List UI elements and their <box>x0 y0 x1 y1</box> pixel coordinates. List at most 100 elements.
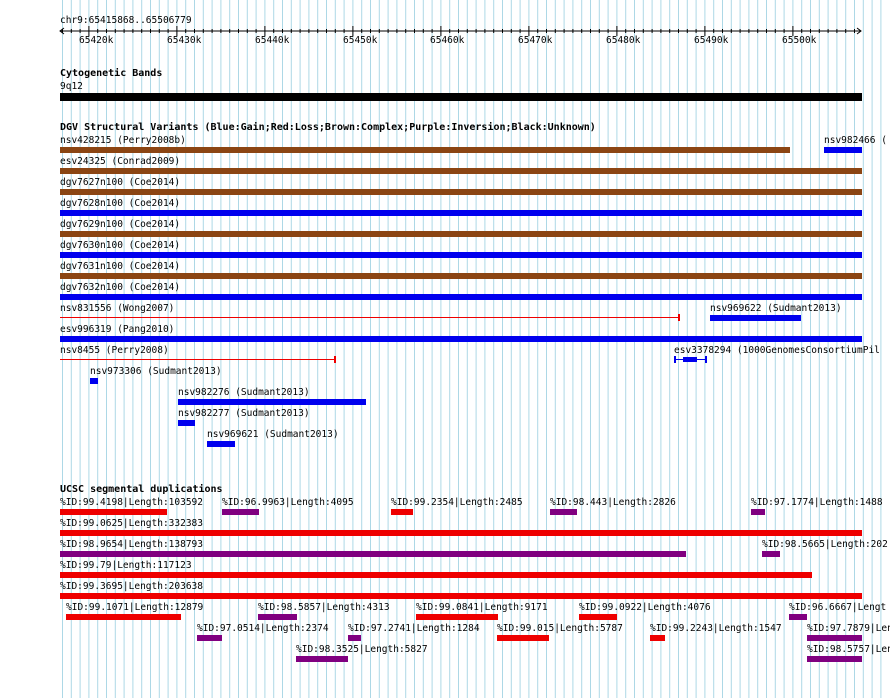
variant-bar-gain[interactable] <box>60 210 862 216</box>
tick-label: 65470k <box>518 35 553 46</box>
feature-label: %ID:97.7879|Len <box>807 623 890 634</box>
feature-label: %ID:98.5665|Length:202 <box>762 539 888 550</box>
feature-label: nsv973306 (Sudmant2013) <box>90 366 222 377</box>
feature-label: dgv7628n100 (Coe2014) <box>60 198 181 209</box>
tick-label: 65500k <box>782 35 817 46</box>
feature-label: %ID:97.1774|Length:1488 <box>751 497 883 508</box>
variant-bar-complex[interactable] <box>60 231 862 237</box>
variant-bar-gain[interactable] <box>60 336 862 342</box>
segdup-bar[interactable] <box>348 635 361 641</box>
variant-bar-complex[interactable] <box>60 168 862 174</box>
segdup-bar[interactable] <box>66 614 181 620</box>
variant-bar-gain[interactable] <box>60 252 862 258</box>
tick-label: 65440k <box>255 35 290 46</box>
variant-bar-gain[interactable] <box>824 147 862 153</box>
segdup-bar[interactable] <box>258 614 297 620</box>
variant-bar-gain[interactable] <box>178 420 195 426</box>
position-label: chr9:65415868..65506779 <box>60 15 192 26</box>
feature-label: nsv982276 (Sudmant2013) <box>178 387 310 398</box>
feature-label: %ID:97.2741|Length:1284 <box>348 623 480 634</box>
segdup-bar[interactable] <box>60 551 686 557</box>
feature-label: dgv7632n100 (Coe2014) <box>60 282 181 293</box>
segdup-bar[interactable] <box>416 614 498 620</box>
variant-bar-complex[interactable] <box>60 147 790 153</box>
variant-bar-gain[interactable] <box>60 294 862 300</box>
feature-label: dgv7629n100 (Coe2014) <box>60 219 181 230</box>
feature-label: nsv831556 (Wong2007) <box>60 303 175 314</box>
feature-label: %ID:99.0841|Length:9171 <box>416 602 548 613</box>
variant-bar-gain[interactable] <box>178 399 366 405</box>
segdup-bar[interactable] <box>550 509 577 515</box>
feature-label: nsv969622 (Sudmant2013) <box>710 303 842 314</box>
segdup-bar[interactable] <box>579 614 617 620</box>
segdup-bar[interactable] <box>60 572 812 578</box>
segdup-bar[interactable] <box>807 656 862 662</box>
feature-label: %ID:99.0922|Length:4076 <box>579 602 711 613</box>
feature-label: esv3378294 (1000GenomesConsortiumPil <box>674 345 880 356</box>
feature-label: %ID:99.3695|Length:203638 <box>60 581 203 592</box>
feature-label: dgv7630n100 (Coe2014) <box>60 240 181 251</box>
variant-end-tick <box>674 356 676 363</box>
segdup-bar[interactable] <box>222 509 259 515</box>
variant-line-loss[interactable] <box>60 359 335 360</box>
variant-bar-gain[interactable] <box>683 357 697 362</box>
feature-label: esv24325 (Conrad2009) <box>60 156 181 167</box>
segdup-bar[interactable] <box>497 635 549 641</box>
tick-label: 65480k <box>606 35 641 46</box>
segdup-bar[interactable] <box>296 656 348 662</box>
variant-bar-gain[interactable] <box>710 315 801 321</box>
segdup-bar[interactable] <box>650 635 665 641</box>
feature-label: %ID:99.79|Length:117123 <box>60 560 192 571</box>
segdup-bar[interactable] <box>762 551 780 557</box>
feature-label: %ID:99.2243|Length:1547 <box>650 623 782 634</box>
tick-label: 65490k <box>694 35 729 46</box>
feature-label: %ID:99.1071|Length:12879 <box>66 602 204 613</box>
feature-label: %ID:99.0625|Length:332383 <box>60 518 203 529</box>
feature-label: nsv982466 ( <box>824 135 887 146</box>
tick-label: 65420k <box>79 35 114 46</box>
segdup-bar[interactable] <box>789 614 807 620</box>
feature-label: %ID:98.9654|Length:138793 <box>60 539 203 550</box>
variant-line-loss[interactable] <box>60 317 679 318</box>
feature-label: nsv8455 (Perry2008) <box>60 345 169 356</box>
cytoband-bar[interactable] <box>60 93 862 101</box>
feature-label: %ID:98.5757|Len <box>807 644 890 655</box>
tick-label: 65430k <box>167 35 202 46</box>
variant-end-tick <box>705 356 707 363</box>
variant-bar-complex[interactable] <box>60 273 862 279</box>
feature-label: %ID:96.9963|Length:4095 <box>222 497 354 508</box>
ruler[interactable] <box>0 0 890 40</box>
segdup-bar[interactable] <box>60 593 862 599</box>
feature-label: esv996319 (Pang2010) <box>60 324 175 335</box>
segdup-bar[interactable] <box>807 635 862 641</box>
feature-label: %ID:98.5857|Length:4313 <box>258 602 390 613</box>
feature-label: nsv428215 (Perry2008b) <box>60 135 186 146</box>
track-title-cytobands: Cytogenetic Bands <box>60 68 163 79</box>
segdup-bar[interactable] <box>391 509 413 515</box>
track-title-dgv: DGV Structural Variants (Blue:Gain;Red:L… <box>60 122 596 133</box>
segdup-bar[interactable] <box>197 635 222 641</box>
feature-label: dgv7631n100 (Coe2014) <box>60 261 181 272</box>
feature-label: %ID:98.443|Length:2826 <box>550 497 676 508</box>
feature-label: %ID:99.2354|Length:2485 <box>391 497 523 508</box>
segdup-bar[interactable] <box>751 509 765 515</box>
feature-label: %ID:99.015|Length:5787 <box>497 623 623 634</box>
segdup-bar[interactable] <box>60 530 862 536</box>
feature-label: %ID:98.3525|Length:5827 <box>296 644 428 655</box>
tick-label: 65450k <box>343 35 378 46</box>
feature-label: %ID:97.0514|Length:2374 <box>197 623 329 634</box>
feature-label: nsv969621 (Sudmant2013) <box>207 429 339 440</box>
feature-label: %ID:96.6667|Lengt <box>789 602 887 613</box>
variant-bar-gain[interactable] <box>207 441 235 447</box>
cytoband-label: 9q12 <box>60 81 83 92</box>
feature-label: nsv982277 (Sudmant2013) <box>178 408 310 419</box>
segdup-bar[interactable] <box>60 509 167 515</box>
variant-bar-complex[interactable] <box>60 189 862 195</box>
feature-label: dgv7627n100 (Coe2014) <box>60 177 181 188</box>
tick-label: 65460k <box>430 35 465 46</box>
variant-end-tick <box>678 314 680 321</box>
variant-end-tick <box>334 356 336 363</box>
variant-bar-gain[interactable] <box>90 378 98 384</box>
track-title-segdup: UCSC segmental duplications <box>60 484 223 495</box>
